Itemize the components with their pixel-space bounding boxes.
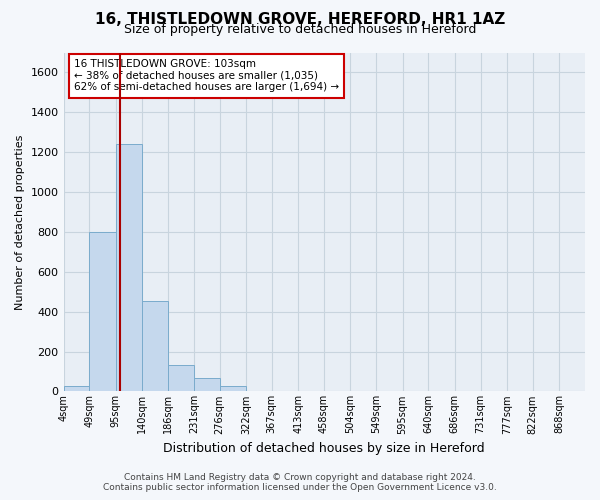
Bar <box>142 300 168 392</box>
Text: 16, THISTLEDOWN GROVE, HEREFORD, HR1 1AZ: 16, THISTLEDOWN GROVE, HEREFORD, HR1 1AZ <box>95 12 505 28</box>
X-axis label: Distribution of detached houses by size in Hereford: Distribution of detached houses by size … <box>163 442 485 455</box>
Bar <box>220 386 246 392</box>
Text: Size of property relative to detached houses in Hereford: Size of property relative to detached ho… <box>124 24 476 36</box>
Text: 16 THISTLEDOWN GROVE: 103sqm
← 38% of detached houses are smaller (1,035)
62% of: 16 THISTLEDOWN GROVE: 103sqm ← 38% of de… <box>74 60 339 92</box>
Bar <box>168 366 194 392</box>
Bar <box>194 378 220 392</box>
Bar <box>64 386 89 392</box>
Bar <box>116 144 142 392</box>
Y-axis label: Number of detached properties: Number of detached properties <box>15 134 25 310</box>
Bar <box>89 232 116 392</box>
Text: Contains HM Land Registry data © Crown copyright and database right 2024.
Contai: Contains HM Land Registry data © Crown c… <box>103 473 497 492</box>
